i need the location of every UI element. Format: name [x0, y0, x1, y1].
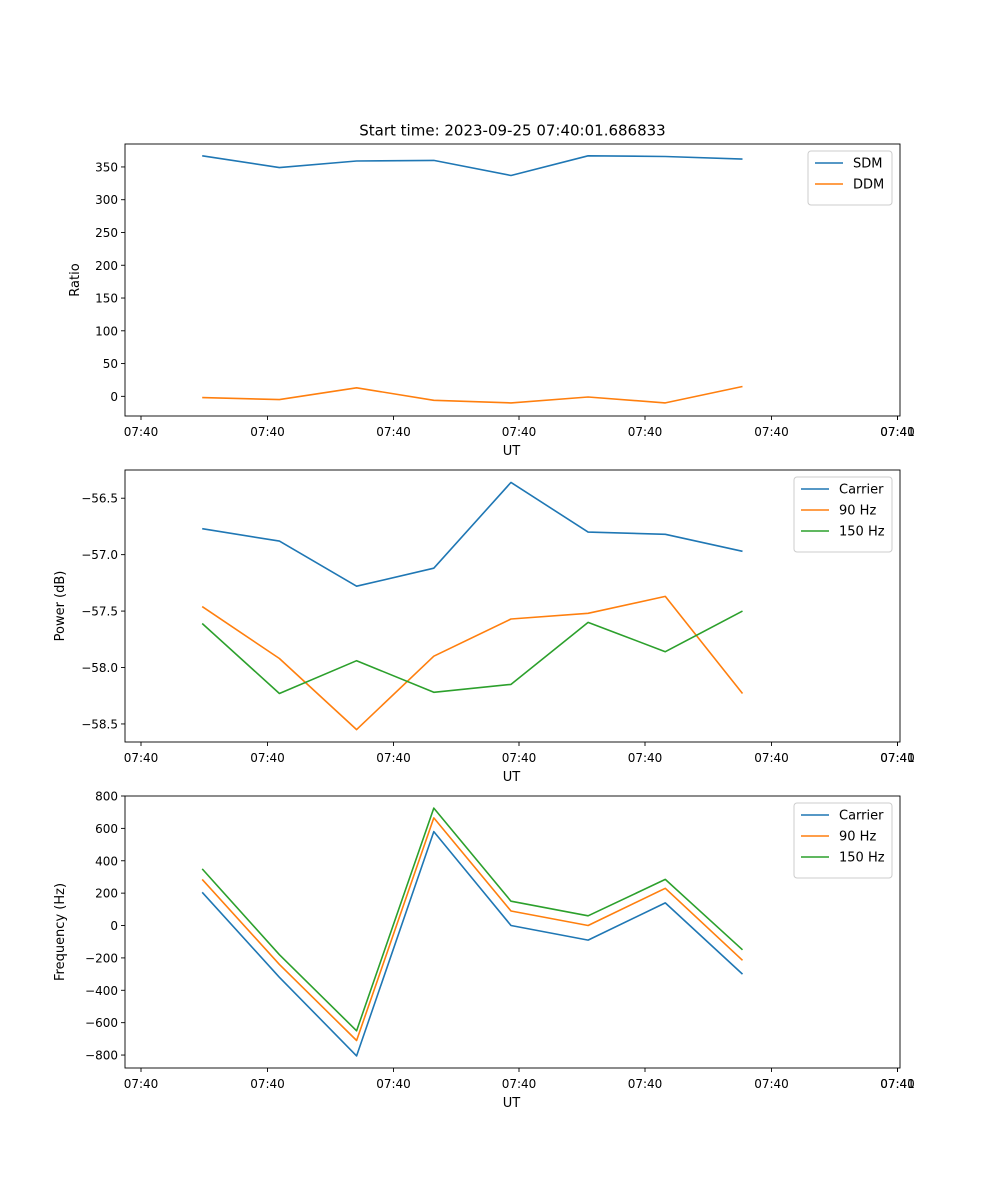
series-line-ddm [202, 385, 743, 404]
x-tick-label: 07:40 [628, 1077, 663, 1091]
y-tick-label: 200 [95, 887, 118, 901]
legend-label: 150 Hz [839, 851, 885, 866]
y-tick-label: 800 [95, 790, 118, 804]
x-tick-label: 07:40 [502, 751, 537, 765]
x-tick-label: 07:40 [754, 425, 789, 439]
legend: SDM DDM [807, 150, 893, 206]
legend-label: 90 Hz [839, 830, 876, 845]
x-tick-label: 07:40 [250, 751, 285, 765]
axes-frame [124, 469, 901, 743]
x-tick-label: 07:40 [250, 425, 285, 439]
chart-panel-3: 07:40 07:40 07:40 07:40 07:40 07:40 07:4007:41… [53, 790, 915, 1112]
y-tick-label: 300 [95, 193, 118, 207]
y-tick-label: 50 [103, 357, 118, 371]
x-tick-label: 07:40 [124, 1077, 159, 1091]
x-tick-label: 07:40 [880, 751, 915, 765]
y-tick-label: 0 [110, 390, 118, 404]
x-tick-label: 07:40 [376, 1077, 411, 1091]
y-tick-label: 150 [95, 292, 118, 306]
y-tick-label: −58.5 [81, 717, 118, 731]
x-tick-label: 07:40 [880, 1077, 915, 1091]
x-tick-label: 07:40 [880, 425, 915, 439]
series-line-150-hz [201, 610, 743, 695]
y-tick-label: 350 [95, 160, 118, 174]
x-tick-label: 07:40 [124, 751, 159, 765]
axes-frame [124, 795, 901, 1069]
x-tick-label: 07:41 [880, 751, 915, 765]
chart-panel-1: 07:40 07:40 07:40 07:40 07:40 07:40 07:4007:41… [68, 143, 915, 459]
chart-panel-2: 07:40 07:40 07:40 07:40 07:40 07:40 07:4007:41… [53, 469, 915, 785]
y-tick-label: −57.5 [81, 605, 118, 619]
x-tick-label: 07:40 [754, 751, 789, 765]
y-tick-label: −800 [85, 1049, 118, 1063]
x-tick-label: 07:41 [880, 1077, 915, 1091]
legend-label: 150 Hz [839, 525, 885, 540]
legend: Carrier 90 Hz 150 Hz [793, 476, 893, 553]
legend-frame [793, 802, 893, 879]
x-axis-label: UT [503, 1096, 521, 1111]
y-tick-label: −57.0 [81, 548, 118, 562]
y-tick-label: −600 [85, 1016, 118, 1030]
chart-title: Start time: 2023-09-25 07:40:01.686833 [359, 122, 665, 140]
y-axis-label: Power (dB) [53, 571, 68, 642]
series-line-sdm [202, 155, 743, 177]
legend-label: SDM [853, 157, 882, 172]
x-tick-label: 07:40 [376, 425, 411, 439]
axes-frame [124, 143, 901, 417]
y-tick-label: 600 [95, 822, 118, 836]
y-tick-label: −56.5 [81, 492, 118, 506]
y-tick-label: −58.0 [81, 661, 118, 675]
x-tick-label: 07:40 [502, 1077, 537, 1091]
y-tick-label: −200 [85, 951, 118, 965]
x-tick-label: 07:40 [754, 1077, 789, 1091]
legend-frame [807, 150, 893, 206]
y-axis-label: Ratio [68, 263, 83, 296]
x-tick-label: 07:41 [880, 425, 915, 439]
x-axis-label: UT [503, 444, 521, 459]
x-axis-label: UT [503, 770, 521, 785]
series-line-90-hz [201, 817, 744, 1042]
legend-frame [793, 476, 893, 553]
series-line-carrier [202, 481, 743, 588]
legend-label: 90 Hz [839, 504, 876, 519]
y-axis-label: Frequency (Hz) [53, 883, 68, 981]
series-line-150-hz [201, 807, 744, 1032]
legend-label: Carrier [839, 483, 884, 498]
y-tick-label: 250 [95, 226, 118, 240]
y-tick-label: 100 [95, 324, 118, 338]
x-tick-label: 07:40 [376, 751, 411, 765]
y-tick-label: 0 [110, 919, 118, 933]
x-tick-label: 07:40 [628, 751, 663, 765]
x-tick-label: 07:40 [628, 425, 663, 439]
legend-label: Carrier [839, 809, 884, 824]
y-tick-label: 200 [95, 259, 118, 273]
x-tick-label: 07:40 [124, 425, 159, 439]
legend-label: DDM [853, 178, 884, 193]
legend: Carrier 90 Hz 150 Hz [793, 802, 893, 879]
x-tick-label: 07:40 [502, 425, 537, 439]
x-tick-label: 07:40 [250, 1077, 285, 1091]
y-tick-label: −400 [85, 984, 118, 998]
series-line-carrier [201, 830, 744, 1057]
y-tick-label: 400 [95, 854, 118, 868]
series-line-90-hz [201, 595, 744, 731]
